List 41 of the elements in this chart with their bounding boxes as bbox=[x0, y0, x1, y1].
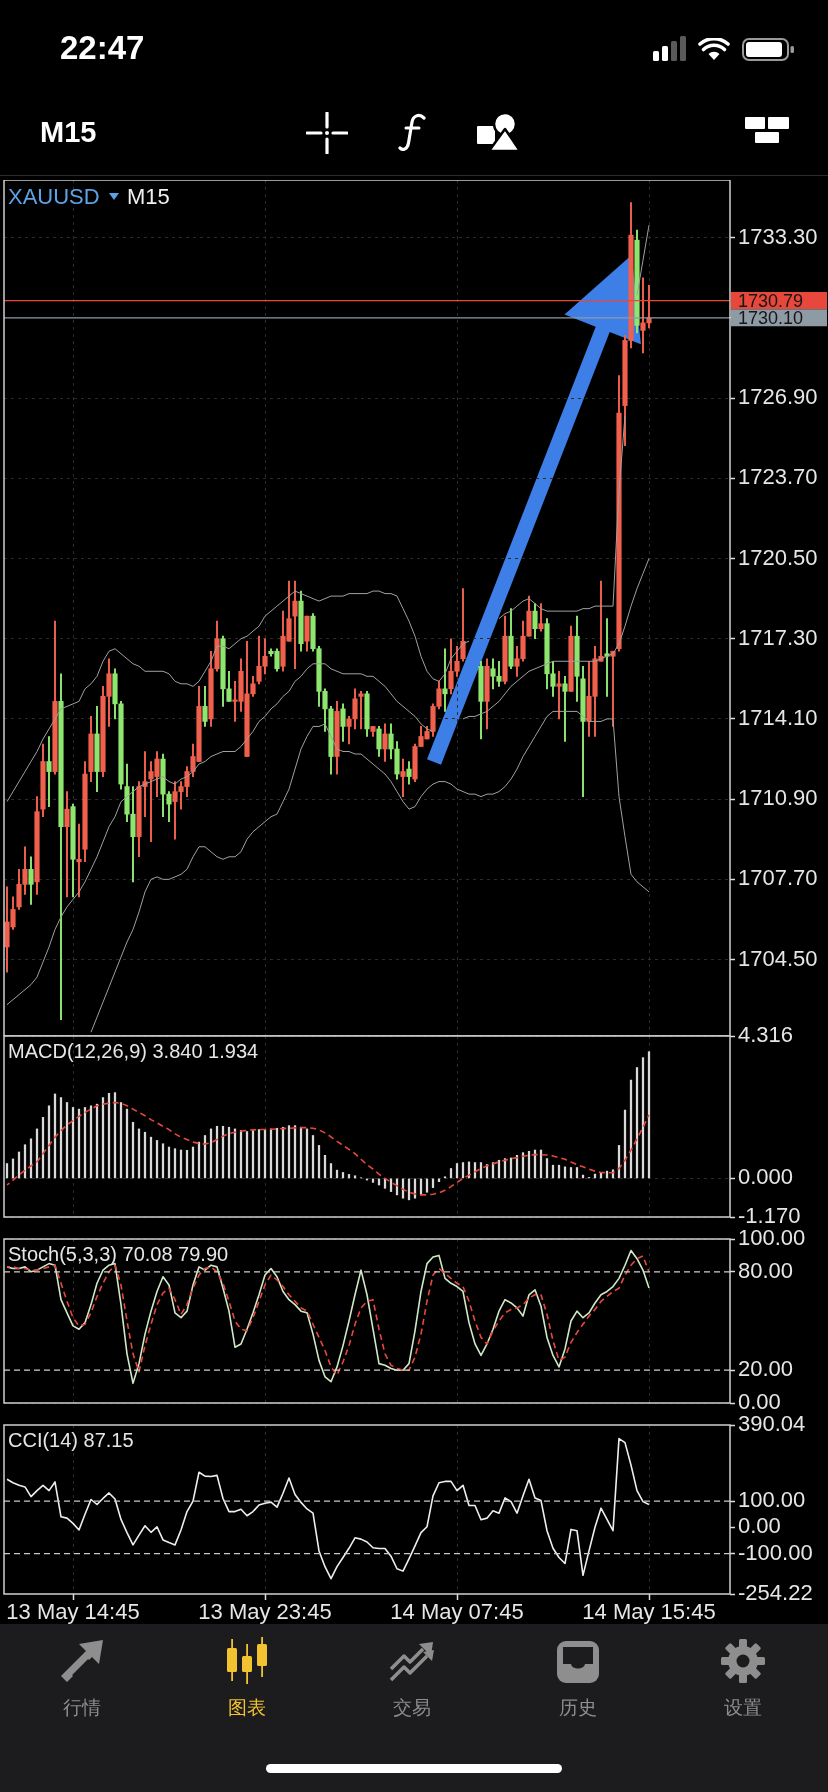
chart-title: XAUUSD bbox=[8, 184, 100, 210]
text: 历史 bbox=[559, 1696, 597, 1719]
candlestick bbox=[604, 618, 610, 697]
chart-subtitle: M15 bbox=[127, 184, 170, 210]
y-tick-label: 4.316 bbox=[738, 1022, 794, 1048]
y-tick-label: 1704.50 bbox=[738, 945, 818, 971]
chart-title: CCI(14) 87.15 bbox=[8, 1429, 134, 1452]
y-tick-label: 1733.30 bbox=[738, 223, 818, 249]
line-series bbox=[6, 1101, 650, 1196]
y-tick-label: 1710.90 bbox=[738, 785, 818, 811]
text: 图表 bbox=[228, 1696, 266, 1719]
candlestick bbox=[442, 648, 448, 712]
y-tick-label: 1720.50 bbox=[738, 544, 818, 570]
text: 设置 bbox=[724, 1696, 762, 1719]
x-tick-label: 13 May 23:45 bbox=[198, 1599, 332, 1625]
y-tick-label: 1723.70 bbox=[738, 464, 818, 490]
bar bbox=[173, 1148, 177, 1179]
x-tick-label: 14 May 15:45 bbox=[582, 1599, 716, 1625]
chart-title: Stoch(5,3,3) 70.08 79.90 bbox=[8, 1243, 229, 1266]
text: M15 bbox=[40, 116, 97, 150]
y-tick-label: 0.000 bbox=[738, 1164, 794, 1190]
y-tick-label: 20.00 bbox=[738, 1356, 794, 1382]
candlestick bbox=[556, 670, 562, 720]
y-tick-label: 1714.10 bbox=[738, 704, 818, 730]
y-tick-label: 0.00 bbox=[738, 1513, 781, 1539]
candlestick bbox=[358, 691, 364, 730]
y-tick-label: -100.00 bbox=[738, 1539, 813, 1565]
y-tick-label: 80.00 bbox=[738, 1257, 794, 1283]
text: 22:47 bbox=[60, 29, 145, 67]
y-tick-label: 1707.70 bbox=[738, 865, 818, 891]
x-tick-label: 14 May 07:45 bbox=[390, 1599, 524, 1625]
y-tick-label: -254.22 bbox=[738, 1580, 813, 1606]
text: 行情 bbox=[63, 1696, 101, 1719]
y-tick-label: 100.00 bbox=[738, 1487, 806, 1513]
chart-title: MACD(12,26,9) 3.840 1.934 bbox=[8, 1040, 259, 1063]
x-tick-label: 13 May 14:45 bbox=[6, 1599, 140, 1625]
text: 交易 bbox=[393, 1696, 431, 1719]
y-tick-label: 1717.30 bbox=[738, 624, 818, 650]
y-tick-label: 1726.90 bbox=[738, 384, 818, 410]
bar bbox=[353, 1175, 357, 1179]
candlestick bbox=[76, 823, 82, 898]
